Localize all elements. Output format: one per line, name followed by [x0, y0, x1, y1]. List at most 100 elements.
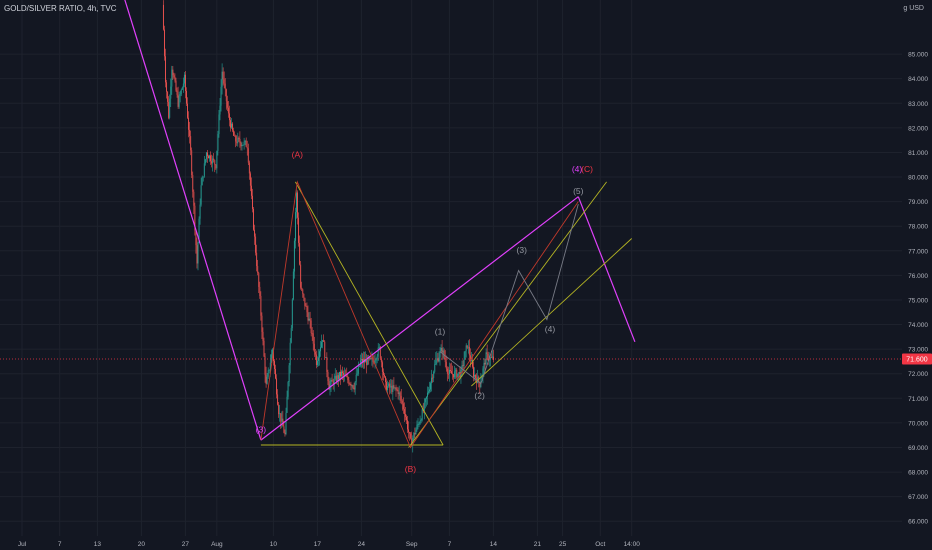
- candle-body: [385, 376, 386, 382]
- candle-body: [192, 174, 194, 192]
- candle-body: [356, 373, 358, 375]
- candle-body: [362, 358, 363, 363]
- candle-body: [254, 229, 256, 237]
- candle-body: [469, 355, 471, 362]
- candle-body: [210, 155, 212, 162]
- y-tick-label: 72.000: [908, 371, 928, 378]
- candle-body: [456, 369, 458, 378]
- candle-body: [483, 362, 485, 369]
- trend-line[interactable]: [439, 203, 579, 385]
- y-tick-label: 83.000: [908, 101, 928, 108]
- candle-body: [265, 374, 267, 384]
- candle-body: [213, 158, 215, 161]
- candle-body: [412, 437, 414, 445]
- candle-body: [409, 432, 411, 434]
- candle-body: [177, 94, 179, 107]
- candle-body: [467, 346, 469, 348]
- candle-body: [203, 163, 205, 177]
- candle-body: [465, 345, 467, 352]
- candle-body: [331, 380, 333, 382]
- candle-body: [180, 89, 182, 95]
- x-tick-label: 10: [270, 541, 278, 548]
- candle-body: [447, 373, 449, 375]
- candle-body: [233, 130, 235, 136]
- candle-body: [168, 101, 170, 118]
- candle-body: [333, 378, 335, 386]
- candle-body: [316, 360, 318, 365]
- candle-body: [407, 420, 408, 430]
- candle-body: [186, 91, 187, 104]
- candle-body: [386, 381, 388, 391]
- candle-body: [241, 145, 243, 147]
- candle-body: [400, 395, 402, 401]
- candle-body: [404, 414, 406, 417]
- x-tick-label: 7: [58, 541, 62, 548]
- candle-body: [470, 360, 472, 362]
- candle-body: [263, 340, 265, 357]
- candle-body: [247, 148, 249, 163]
- candle-body: [239, 138, 241, 143]
- candle-body: [175, 80, 177, 91]
- candle-body: [172, 69, 174, 76]
- trend-line[interactable]: [408, 181, 607, 448]
- y-tick-label: 69.000: [908, 445, 928, 452]
- candle-body: [238, 137, 240, 139]
- candle-body: [256, 252, 258, 267]
- candle-body: [227, 107, 229, 114]
- candle-body: [359, 360, 361, 366]
- candle-body: [208, 156, 209, 159]
- candle-body: [300, 264, 302, 288]
- trend-line[interactable]: [577, 196, 636, 343]
- symbol-title[interactable]: GOLD/SILVER RATIO, 4h, TVC: [4, 4, 117, 13]
- candle-body: [487, 353, 489, 361]
- candle-body: [290, 328, 292, 343]
- candle-body: [217, 134, 219, 151]
- candle-body: [343, 372, 345, 376]
- price-axis[interactable]: 66.000 67.000 68.000 69.000 70.000 71.000 72.0…: [908, 52, 928, 526]
- trend-line[interactable]: [260, 180, 579, 449]
- candle-body: [288, 365, 290, 383]
- trend-line[interactable]: [471, 238, 633, 387]
- candle-body: [307, 312, 309, 321]
- wave-label: (1): [435, 326, 446, 336]
- time-axis[interactable]: Jul 7 13 20 27 Aug 10 17 24 Sep 7 14 21 25 Oct 14:00: [18, 541, 640, 548]
- candle-body: [303, 293, 305, 298]
- trend-line[interactable]: [123, 0, 262, 441]
- candle-body: [250, 185, 252, 196]
- candle-body: [182, 83, 184, 88]
- candle-body: [472, 360, 473, 367]
- candle-body: [394, 387, 396, 389]
- candle-body: [220, 86, 222, 106]
- candle-body: [328, 381, 330, 390]
- candle-body: [340, 371, 341, 377]
- y-tick-label: 73.000: [908, 347, 928, 354]
- candle-body: [321, 341, 323, 348]
- candle-body: [289, 342, 291, 366]
- x-tick-label: 25: [559, 541, 567, 548]
- candle-body: [184, 74, 186, 92]
- candle-body: [492, 356, 494, 360]
- candle-body: [381, 362, 383, 372]
- trend-line[interactable]: [260, 196, 579, 441]
- candle-body: [423, 402, 425, 411]
- candle-body: [462, 365, 464, 367]
- candle-body: [415, 429, 417, 435]
- candle-body: [429, 389, 430, 392]
- candle-body: [311, 333, 313, 334]
- candle-body: [392, 385, 394, 392]
- candle-body: [391, 385, 393, 392]
- candle-body: [271, 349, 273, 355]
- price-badge-text: 71.600: [906, 356, 928, 363]
- x-tick-label: 13: [94, 541, 102, 548]
- candle-body: [189, 129, 191, 137]
- candle-body: [170, 86, 172, 99]
- trend-line[interactable]: [295, 181, 444, 446]
- candle-body: [445, 362, 447, 369]
- candle-body: [444, 357, 446, 363]
- candle-body: [245, 140, 247, 148]
- candle-body: [285, 412, 287, 435]
- candle-body: [348, 380, 350, 384]
- candle-body: [312, 333, 314, 344]
- x-tick-label: Jul: [18, 541, 27, 548]
